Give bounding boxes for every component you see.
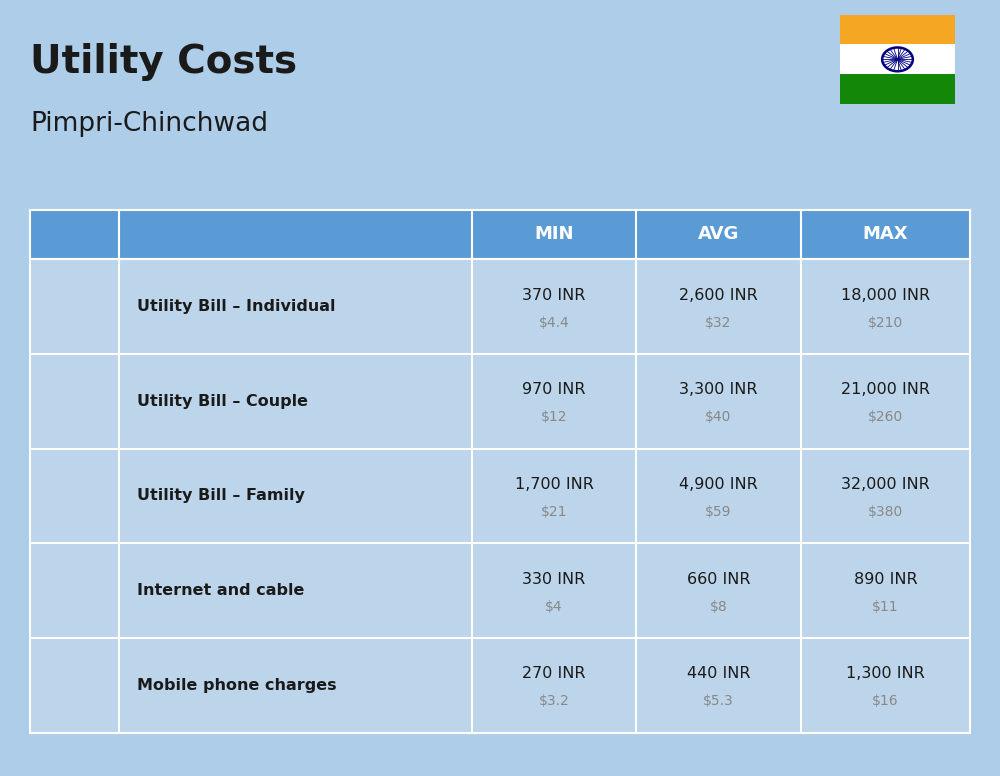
Bar [119, 259, 472, 354]
Text: Internet and cable: Internet and cable [137, 583, 304, 598]
Text: 270 INR: 270 INR [522, 667, 586, 681]
Bar [119, 543, 472, 638]
Text: $260: $260 [868, 411, 903, 424]
Bar [840, 74, 955, 104]
Bar [636, 210, 801, 259]
Text: $380: $380 [868, 505, 903, 519]
Bar [119, 354, 472, 449]
Text: $5.3: $5.3 [703, 695, 734, 708]
Text: 660 INR: 660 INR [687, 572, 750, 587]
Bar [472, 354, 636, 449]
Bar [472, 449, 636, 543]
Text: 4,900 INR: 4,900 INR [679, 477, 758, 492]
Bar [472, 638, 636, 733]
Bar [30, 210, 119, 259]
Bar [119, 638, 472, 733]
Bar [801, 449, 970, 543]
Text: 970 INR: 970 INR [522, 383, 586, 397]
Bar [840, 44, 955, 74]
Bar [30, 259, 119, 354]
Bar [30, 543, 119, 638]
Text: $16: $16 [872, 695, 899, 708]
Text: Mobile phone charges: Mobile phone charges [137, 677, 337, 693]
Bar [801, 638, 970, 733]
Bar [636, 449, 801, 543]
Bar [119, 210, 472, 259]
Bar [636, 259, 801, 354]
Text: $40: $40 [705, 411, 732, 424]
Bar [840, 15, 955, 44]
Bar [801, 354, 970, 449]
Text: Utility Costs: Utility Costs [30, 43, 297, 81]
Bar [30, 638, 119, 733]
Text: $32: $32 [705, 316, 732, 330]
Text: 370 INR: 370 INR [522, 288, 586, 303]
Bar [636, 354, 801, 449]
Text: MIN: MIN [534, 225, 574, 244]
Text: 21,000 INR: 21,000 INR [841, 383, 930, 397]
Bar [472, 543, 636, 638]
Bar [30, 449, 119, 543]
Text: $210: $210 [868, 316, 903, 330]
Text: $4: $4 [545, 600, 563, 614]
Bar [472, 210, 636, 259]
Text: 890 INR: 890 INR [854, 572, 917, 587]
Text: $59: $59 [705, 505, 732, 519]
Bar [472, 259, 636, 354]
Text: 330 INR: 330 INR [522, 572, 586, 587]
Text: Utility Bill – Couple: Utility Bill – Couple [137, 393, 308, 409]
Bar [119, 449, 472, 543]
Text: 3,300 INR: 3,300 INR [679, 383, 758, 397]
Bar [801, 210, 970, 259]
Text: $3.2: $3.2 [539, 695, 569, 708]
Text: 1,300 INR: 1,300 INR [846, 667, 925, 681]
Text: $11: $11 [872, 600, 899, 614]
Text: Utility Bill – Family: Utility Bill – Family [137, 488, 305, 504]
Text: $12: $12 [541, 411, 567, 424]
Bar [30, 354, 119, 449]
Text: 18,000 INR: 18,000 INR [841, 288, 930, 303]
Text: 2,600 INR: 2,600 INR [679, 288, 758, 303]
Bar [801, 259, 970, 354]
Text: 440 INR: 440 INR [687, 667, 750, 681]
Text: 1,700 INR: 1,700 INR [515, 477, 593, 492]
Text: $21: $21 [541, 505, 567, 519]
Text: MAX: MAX [863, 225, 908, 244]
Text: AVG: AVG [698, 225, 739, 244]
Bar [636, 638, 801, 733]
Text: $4.4: $4.4 [539, 316, 569, 330]
Text: 32,000 INR: 32,000 INR [841, 477, 930, 492]
Bar [636, 543, 801, 638]
Bar [801, 543, 970, 638]
Text: $8: $8 [710, 600, 727, 614]
Text: Pimpri-Chinchwad: Pimpri-Chinchwad [30, 111, 268, 137]
Text: Utility Bill – Individual: Utility Bill – Individual [137, 299, 335, 314]
